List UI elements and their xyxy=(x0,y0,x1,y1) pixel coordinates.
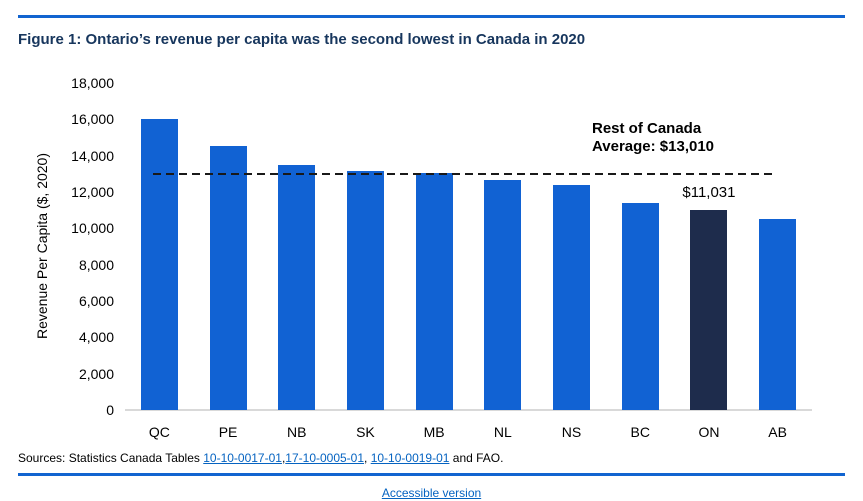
sources-suffix: and FAO. xyxy=(449,451,504,465)
bar-ns xyxy=(553,184,591,410)
source-link-3[interactable]: 10-10-0019-01 xyxy=(370,451,450,465)
accessible-version-link[interactable]: Accessible version xyxy=(381,486,482,500)
bar-pe xyxy=(209,145,247,410)
average-annotation-line1: Rest of Canada xyxy=(592,120,702,137)
average-dashed-line xyxy=(153,172,777,175)
y-tick-label-16000: 16,000 xyxy=(71,111,114,128)
x-axis-label-qc: QC xyxy=(148,424,170,440)
sources-sep1: , xyxy=(281,451,286,465)
y-tick-label-0: 0 xyxy=(106,402,114,418)
x-axis-label-on: ON xyxy=(698,424,720,440)
y-axis-title: Revenue Per Capita ($, 2020) xyxy=(34,153,50,339)
x-axis-label-nb: NB xyxy=(287,424,307,440)
bar-sk xyxy=(346,171,384,410)
highlight-value-label: $11,031 xyxy=(682,183,736,201)
bottom-rule xyxy=(18,473,845,476)
figure-title: Figure 1: Ontario’s revenue per capita w… xyxy=(18,31,586,48)
y-tick-label-4000: 4,000 xyxy=(78,329,114,346)
source-link-2[interactable]: 17-10-0005-01 xyxy=(285,451,365,465)
y-tick-label-12000: 12,000 xyxy=(71,184,114,200)
sources-prefix: Sources: Statistics Canada Tables xyxy=(18,451,204,465)
x-axis-label-nl: NL xyxy=(493,424,512,440)
sources-note: Sources: Statistics Canada Tables 10-10-… xyxy=(18,451,503,465)
y-tick-label-6000: 6,000 xyxy=(78,293,114,309)
bar-on xyxy=(690,209,728,410)
x-axis-label-ab: AB xyxy=(768,424,787,440)
x-axis-baseline xyxy=(125,409,812,411)
sources-sep2: , xyxy=(364,451,371,465)
top-rule xyxy=(18,15,845,18)
source-link-1[interactable]: 10-10-0017-01 xyxy=(203,451,282,465)
x-axis-label-pe: PE xyxy=(218,424,238,440)
bar-nb xyxy=(278,165,316,410)
x-axis-label-sk: SK xyxy=(356,424,375,440)
bar-mb xyxy=(415,173,453,410)
y-tick-label-18000: 18,000 xyxy=(71,75,114,91)
bar-nl xyxy=(484,180,522,410)
bar-qc xyxy=(140,119,178,410)
accessible-version-row: Accessible version xyxy=(0,486,863,500)
x-axis-label-bc: BC xyxy=(630,424,650,440)
bar-ab xyxy=(759,218,797,410)
y-tick-label-8000: 8,000 xyxy=(78,256,114,273)
y-tick-label-10000: 10,000 xyxy=(71,220,114,237)
x-axis-label-mb: MB xyxy=(423,424,445,440)
average-annotation: Rest of Canada Average: $13,010 xyxy=(592,120,714,156)
x-axis-label-ns: NS xyxy=(561,424,582,440)
bar-bc xyxy=(621,202,659,410)
y-tick-label-2000: 2,000 xyxy=(78,365,114,382)
plot-area: Rest of Canada Average: $13,010 $11,031 … xyxy=(71,75,812,440)
average-annotation-line2: Average: $13,010 xyxy=(592,138,715,155)
y-tick-label-14000: 14,000 xyxy=(71,147,114,164)
